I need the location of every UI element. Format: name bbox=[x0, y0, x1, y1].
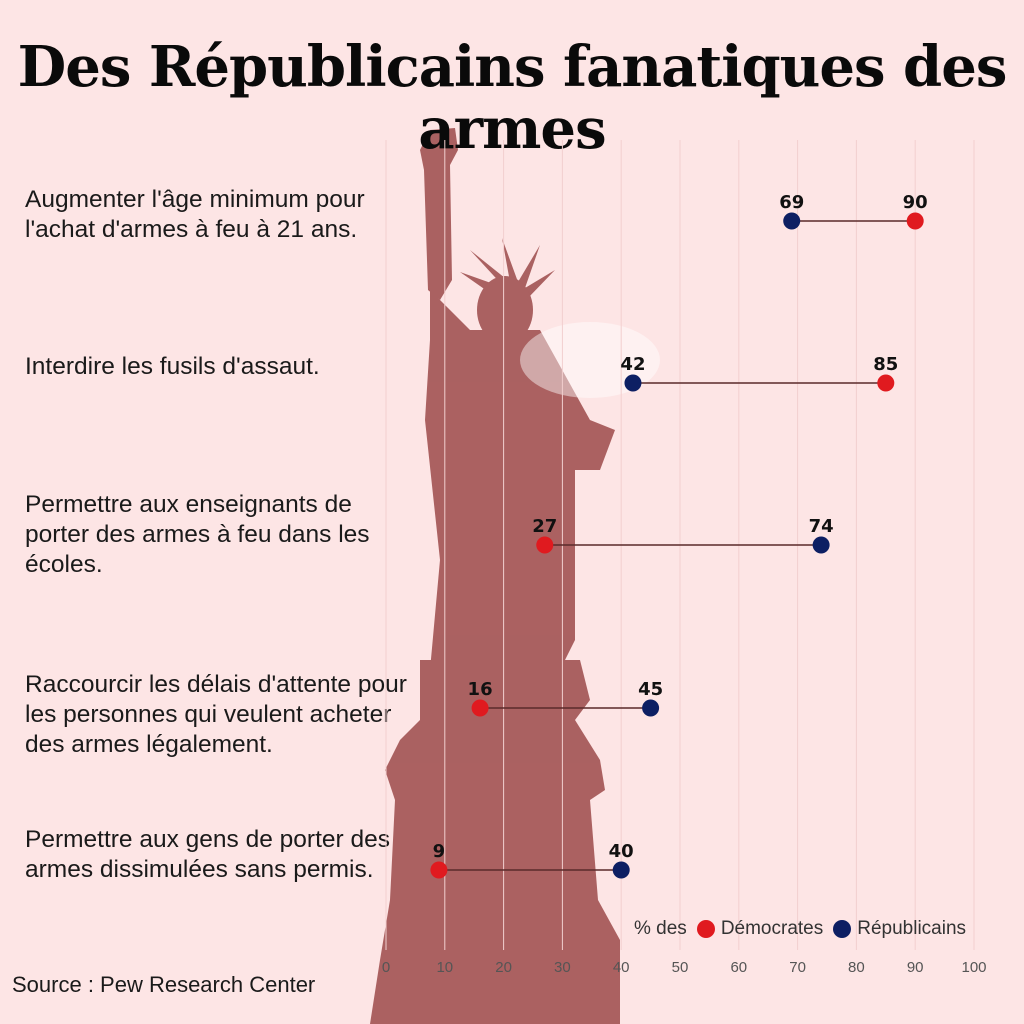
row-label-armes-dissimulees: Permettre aux gens de porter des armes d… bbox=[25, 826, 390, 883]
x-tick-label-30: 30 bbox=[554, 959, 571, 976]
value-label-democrats-4: 9 bbox=[433, 841, 446, 862]
legend-dot-democrats bbox=[696, 920, 715, 938]
value-label-democrats-3: 16 bbox=[468, 679, 493, 700]
value-label-republicans-3: 45 bbox=[638, 679, 663, 700]
legend: % des Démocrates Républicains bbox=[634, 918, 966, 940]
value-label-democrats-0: 90 bbox=[903, 192, 928, 213]
dot-democrats-3 bbox=[471, 699, 489, 717]
x-tick-label-80: 80 bbox=[848, 959, 865, 976]
value-label-republicans-4: 40 bbox=[609, 841, 634, 862]
value-label-republicans-1: 42 bbox=[620, 354, 645, 375]
row-label-fusils-assaut: Interdire les fusils d'assaut. bbox=[25, 353, 320, 380]
legend-label-democrats: Démocrates bbox=[720, 918, 824, 939]
dot-republicans-3 bbox=[642, 699, 660, 717]
dot-democrats-1 bbox=[877, 374, 895, 392]
row-label-delais-attente: Raccourcir les délais d'attente pour les… bbox=[25, 671, 407, 758]
dot-republicans-4 bbox=[612, 861, 630, 879]
x-tick-label-100: 100 bbox=[961, 959, 986, 976]
value-label-republicans-0: 69 bbox=[779, 192, 804, 213]
dot-democrats-2 bbox=[536, 536, 554, 554]
dot-republicans-1 bbox=[624, 374, 642, 392]
value-label-democrats-1: 85 bbox=[873, 354, 898, 375]
dot-democrats-0 bbox=[906, 212, 924, 230]
legend-dot-republicans bbox=[833, 920, 852, 938]
x-tick-label-50: 50 bbox=[672, 959, 689, 976]
legend-label-republicans: Républicains bbox=[857, 918, 967, 939]
dot-republicans-0 bbox=[783, 212, 801, 230]
x-tick-label-70: 70 bbox=[789, 959, 806, 976]
dot-republicans-2 bbox=[812, 536, 830, 554]
value-label-democrats-2: 27 bbox=[532, 516, 557, 537]
x-tick-label-60: 60 bbox=[730, 959, 747, 976]
x-tick-label-20: 20 bbox=[495, 959, 512, 976]
row-label-enseignants: Permettre aux enseignants de porter des … bbox=[25, 491, 370, 578]
value-label-republicans-2: 74 bbox=[809, 516, 834, 537]
source-note: Source : Pew Research Center bbox=[12, 972, 316, 997]
x-tick-label-40: 40 bbox=[613, 959, 630, 976]
dot-democrats-4 bbox=[430, 861, 448, 879]
x-tick-label-90: 90 bbox=[907, 959, 924, 976]
x-tick-label-0: 0 bbox=[382, 959, 390, 976]
x-tick-label-10: 10 bbox=[436, 959, 453, 976]
legend-prefix: % des bbox=[634, 918, 687, 939]
row-label-age-minimum: Augmenter l'âge minimum pour l'achat d'a… bbox=[25, 186, 365, 243]
chart-title: Des Républicains fanatiques des armes bbox=[17, 34, 1008, 162]
